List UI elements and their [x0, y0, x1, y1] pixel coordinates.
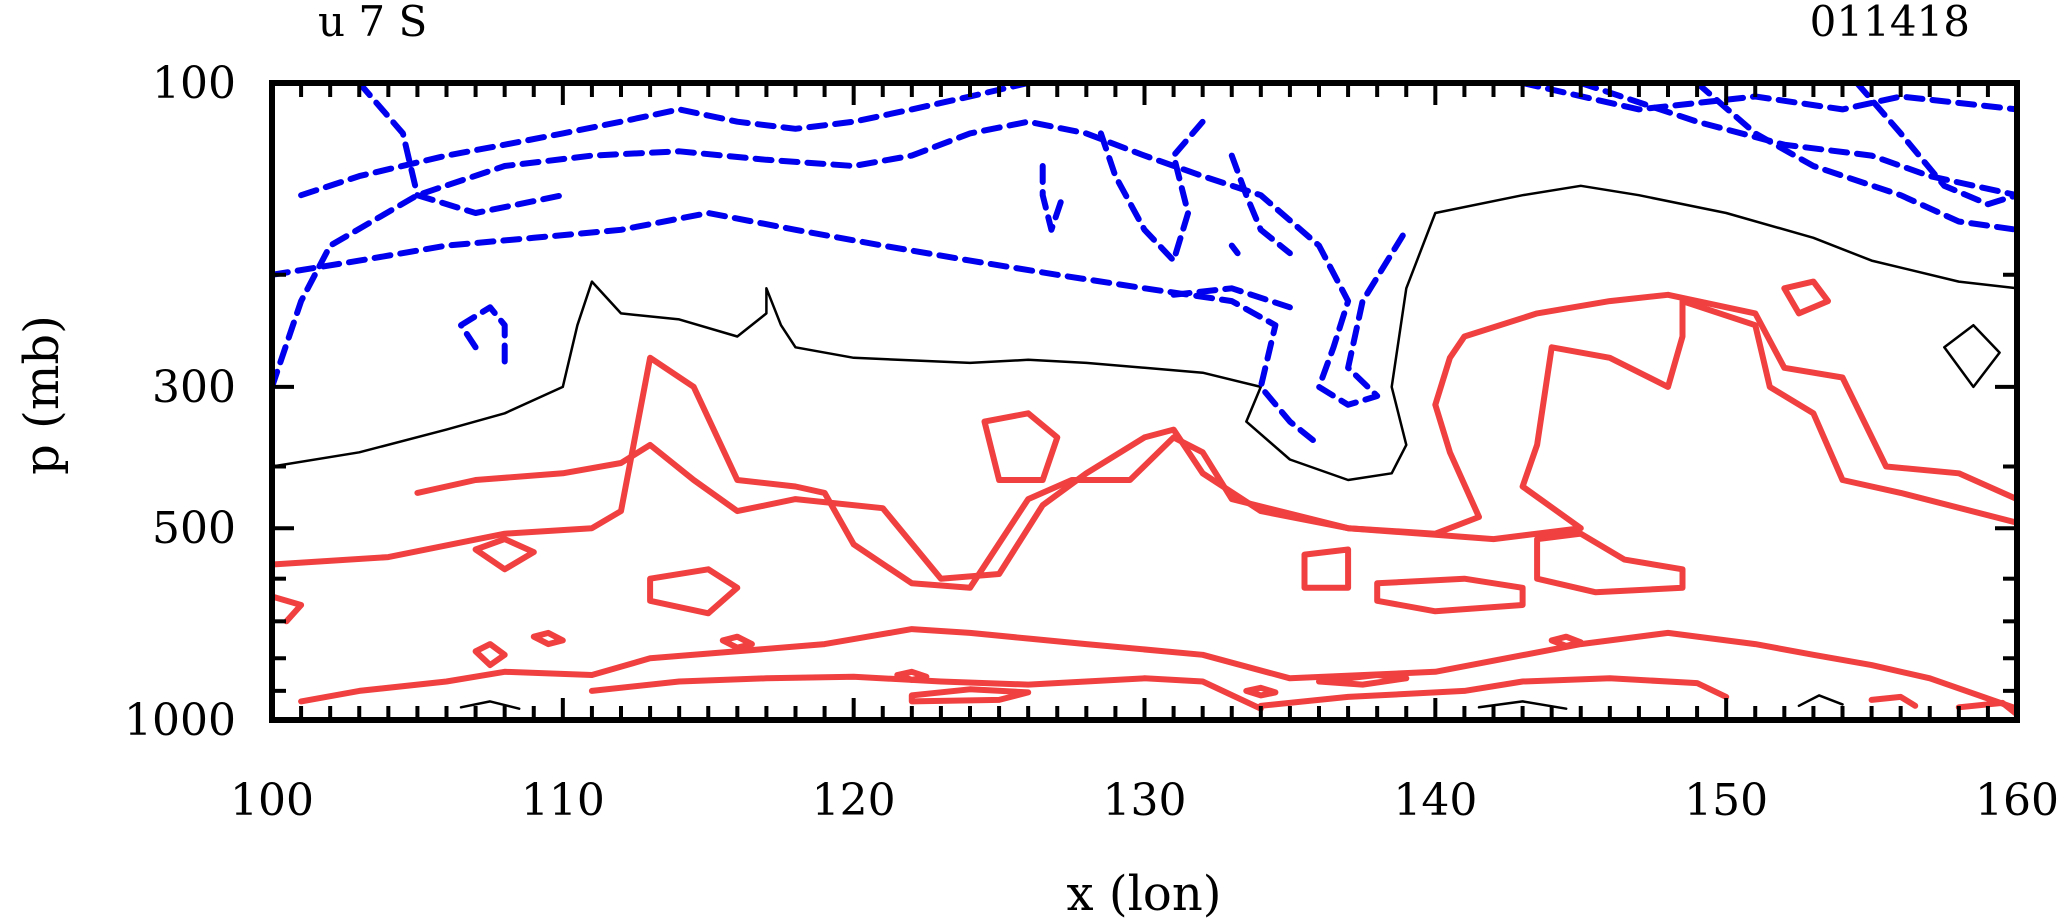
x-axis-label: x (lon) [1067, 866, 1222, 922]
negative-contour-1 [272, 210, 1322, 448]
positive-contour-3 [588, 673, 1264, 712]
positive-contour-22 [1955, 699, 2017, 718]
negative-contour-13 [1854, 83, 2017, 208]
x-tick-label: 110 [521, 775, 605, 826]
positive-contour-5 [1257, 675, 1730, 709]
positive-contour-15 [719, 633, 755, 651]
axis-ticks [270, 81, 2019, 722]
positive-contour-11 [981, 410, 1061, 483]
positive-contour-19 [1316, 672, 1410, 688]
x-tick-label: 140 [1393, 775, 1477, 826]
positive-contour-1 [414, 291, 2017, 582]
negative-contour-9 [1170, 285, 1293, 311]
negative-contour-11 [1519, 83, 2017, 113]
y-axis-label: p (mb) [14, 315, 70, 475]
negative-contour-12 [1694, 83, 2017, 233]
tick-labels: 100 110 120 130 140 150 160 100 300 500 1000 [124, 58, 2059, 826]
plot-contents [272, 83, 2017, 718]
positive-contour-10 [472, 536, 537, 573]
positive-contour-4 [908, 686, 1032, 705]
positive-contour-13 [272, 593, 305, 625]
zero-contour-1 [459, 700, 521, 710]
y-tick-label: 1000 [124, 695, 236, 746]
positive-contour-7 [1301, 546, 1352, 591]
positive-contour-18 [1243, 684, 1279, 699]
y-tick-label: 500 [152, 503, 236, 554]
positive-contour-21 [1868, 693, 1919, 709]
negative-contour-6 [1097, 118, 1206, 264]
plot-frame [269, 80, 2020, 723]
x-tick-label: 100 [230, 775, 314, 826]
positive-contour-9 [1534, 530, 1686, 596]
positive-contour-12 [1781, 278, 1831, 317]
zero-contour-0 [272, 184, 2017, 482]
y-tick-label: 300 [152, 362, 236, 413]
positive-contour-0 [272, 298, 2017, 591]
x-tick-label: 160 [1975, 775, 2059, 826]
y-tick-label: 100 [152, 58, 236, 109]
title-right: 011418 [1810, 0, 1970, 46]
positive-contour-2 [298, 626, 2017, 712]
negative-contour-7 [1228, 152, 1293, 257]
negative-contour-10 [1577, 83, 2017, 199]
positive-contour-14 [472, 641, 508, 669]
positive-contour-8 [1374, 575, 1526, 615]
positive-contour-20 [1548, 633, 1584, 649]
zero-contour-4 [1943, 323, 2001, 389]
title-left: u 7 S [318, 0, 427, 46]
negative-contour-2 [298, 83, 1032, 199]
negative-contour-4 [356, 83, 566, 216]
negative-contour-3 [458, 304, 508, 366]
zero-contour-3 [1797, 694, 1844, 708]
x-tick-label: 130 [1103, 775, 1187, 826]
negative-contour-8 [1228, 242, 1241, 257]
positive-contour-16 [530, 629, 566, 648]
negative-contour-5 [1039, 163, 1067, 233]
negative-contour-0 [272, 118, 1410, 408]
x-tick-label: 120 [812, 775, 896, 826]
x-tick-label: 150 [1684, 775, 1768, 826]
positive-contour-17 [894, 668, 930, 683]
positive-contour-6 [647, 566, 741, 617]
